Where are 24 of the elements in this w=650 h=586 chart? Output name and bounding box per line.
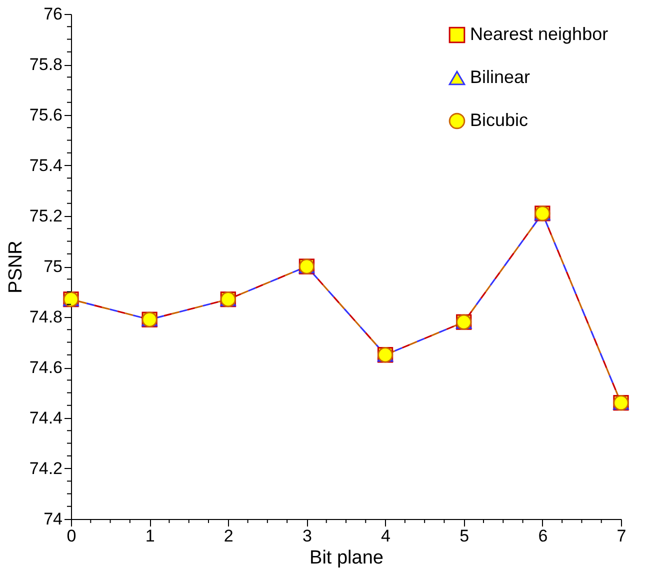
y-tick-label: 74.4 [29,408,62,428]
x-tick-label: 2 [224,526,234,546]
y-tick-label: 75.4 [29,156,62,175]
y-tick-label: 75.8 [29,55,62,74]
y-tick-label: 75 [44,257,62,276]
x-tick-label: 5 [460,526,470,546]
legend-label: Bilinear [470,67,530,87]
y-tick-label: 74 [44,510,62,528]
x-axis-title: Bit plane [310,548,384,568]
y-tick-label: 76 [44,4,62,24]
legend-label: Nearest neighbor [470,24,608,44]
x-tick-label: 7 [616,526,626,546]
x-tick-label: 3 [302,526,312,546]
y-tick-label: 74.8 [29,308,62,326]
y-tick-label: 75.2 [29,206,62,226]
x-tick-label: 6 [538,526,548,546]
x-tick-label: 0 [66,526,76,546]
x-tick-label: 1 [145,526,155,546]
legend-label: Bicubic [470,110,528,130]
y-tick-label: 75.6 [29,106,62,124]
x-tick-label: 4 [381,526,391,546]
y-tick-label: 74.6 [29,358,62,377]
y-axis-title: PSNR [5,240,26,294]
y-tick-label: 74.2 [29,459,62,478]
